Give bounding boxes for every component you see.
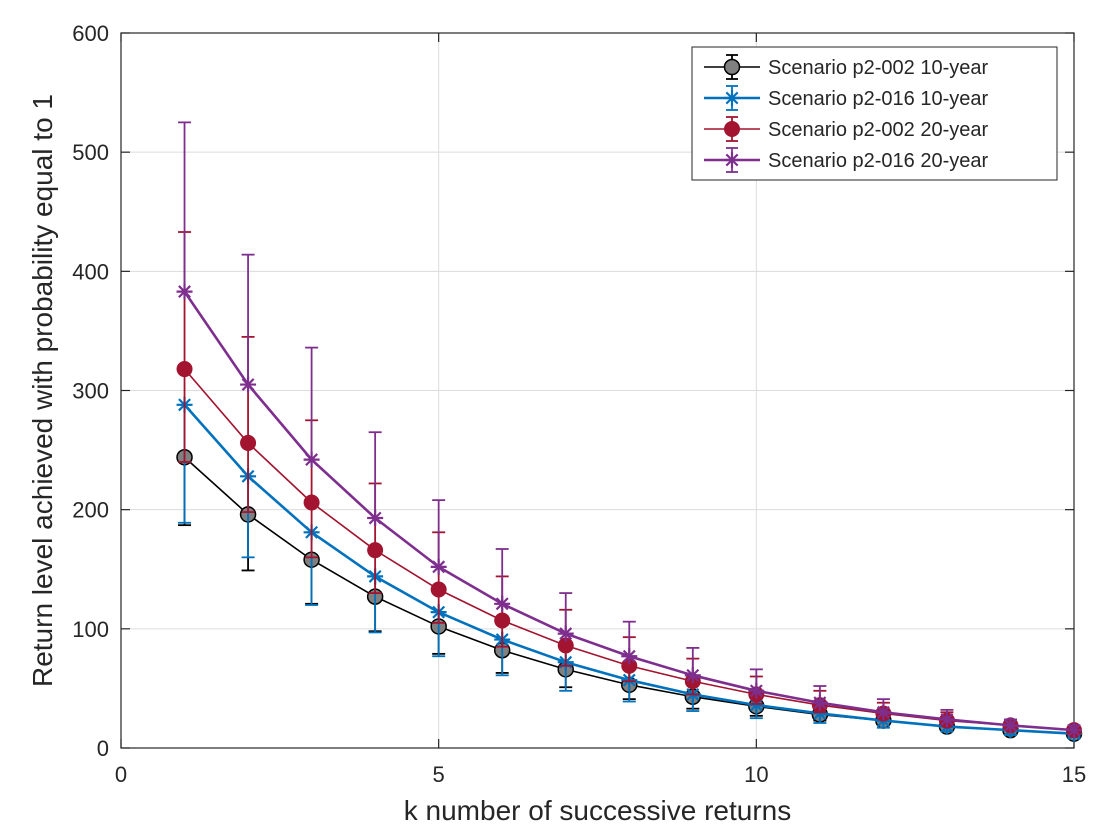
data-point xyxy=(430,558,447,575)
marker-stroke xyxy=(241,378,255,391)
legend: Scenario p2-002 10-year Scenario p2-016 1… xyxy=(691,46,1058,181)
marker-stroke xyxy=(559,627,573,641)
series-4 xyxy=(176,121,1082,739)
legend-item: Scenario p2-002 20-year xyxy=(704,116,988,142)
data-point xyxy=(1066,722,1082,739)
marker-stroke xyxy=(368,511,382,525)
data-point xyxy=(494,595,511,612)
marker-stroke xyxy=(1067,723,1081,737)
marker-stroke xyxy=(725,91,739,105)
data-point xyxy=(240,376,257,393)
legend-item: Scenario p2-016 10-year xyxy=(704,85,988,111)
data-point xyxy=(494,612,511,629)
y-tick-label: 0 xyxy=(97,736,109,761)
x-tick-label: 10 xyxy=(744,762,768,787)
x-tick-label: 15 xyxy=(1062,762,1086,787)
data-point xyxy=(367,542,384,559)
y-tick-label: 400 xyxy=(72,259,109,284)
legend-label: Scenario p2-002 10-year xyxy=(768,57,988,79)
data-point xyxy=(176,283,193,300)
data-point xyxy=(811,694,828,711)
legend-box xyxy=(691,46,1058,181)
data-point xyxy=(684,667,701,684)
marker-stroke xyxy=(622,649,636,663)
data-point xyxy=(1002,717,1019,734)
marker-stroke xyxy=(725,153,739,167)
marker-stroke xyxy=(813,696,827,710)
marker-stroke xyxy=(876,705,890,719)
series-group xyxy=(176,121,1083,742)
legend-marker xyxy=(724,152,740,168)
marker-stroke xyxy=(305,453,319,467)
data-point xyxy=(621,648,638,665)
legend-item: Scenario p2-016 20-year xyxy=(704,147,988,173)
data-point xyxy=(938,711,955,728)
y-tick-label: 100 xyxy=(72,617,109,642)
data-point xyxy=(303,451,320,468)
legend-marker xyxy=(724,90,740,106)
marker-stroke xyxy=(178,285,191,299)
y-tick-label: 300 xyxy=(72,379,109,404)
legend-label: Scenario p2-016 10-year xyxy=(768,88,988,110)
y-axis-title: Return level achieved with probability e… xyxy=(27,94,58,687)
legend-label: Scenario p2-002 20-year xyxy=(768,119,988,141)
data-point xyxy=(430,581,447,598)
data-point xyxy=(748,682,765,699)
y-tick-label: 200 xyxy=(72,498,109,523)
data-point xyxy=(557,625,574,642)
marker-stroke xyxy=(749,684,763,698)
marker-stroke xyxy=(686,668,700,682)
legend-label: Scenario p2-016 20-year xyxy=(768,150,988,172)
marker-stroke xyxy=(1004,718,1017,732)
y-tick-label: 500 xyxy=(72,140,109,165)
data-point xyxy=(240,434,257,451)
marker-stroke xyxy=(432,560,446,574)
legend-marker xyxy=(723,58,741,76)
legend-item: Scenario p2-002 10-year xyxy=(704,54,988,80)
marker-stroke xyxy=(495,597,509,611)
data-point xyxy=(176,361,193,378)
data-point xyxy=(367,510,384,527)
y-tick-label: 600 xyxy=(72,21,109,46)
data-point xyxy=(303,494,320,511)
x-tick-label: 5 xyxy=(433,762,445,787)
x-axis-title: k number of successive returns xyxy=(404,795,792,826)
axis-ticks: 0 5 10 15 0 100 200 300 400 500 600 xyxy=(72,21,1086,787)
marker-stroke xyxy=(940,712,954,726)
x-tick-label: 0 xyxy=(115,762,127,787)
legend-marker xyxy=(724,121,740,137)
data-point xyxy=(875,704,892,721)
